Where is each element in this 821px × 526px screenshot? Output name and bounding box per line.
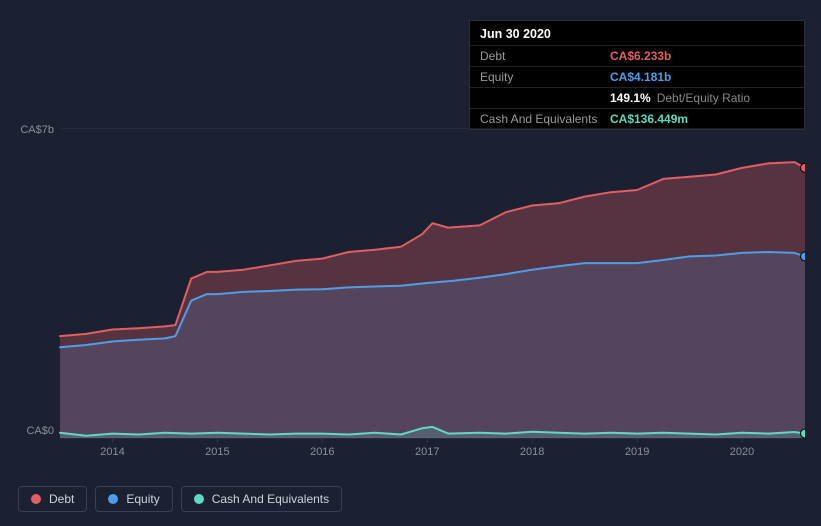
legend-item-equity[interactable]: Equity <box>95 486 172 512</box>
tooltip-extra: Debt/Equity Ratio <box>657 91 750 105</box>
x-tick-label: 2020 <box>730 446 754 458</box>
tooltip-row-cash: Cash And Equivalents CA$136.449m <box>470 108 804 129</box>
tooltip-row-debt: Debt CA$6.233b <box>470 45 804 66</box>
tooltip-row-ratio: 149.1% Debt/Equity Ratio <box>470 87 804 108</box>
x-tick-label: 2015 <box>205 446 229 458</box>
legend-dot-icon <box>194 494 204 504</box>
x-tick-label: 2014 <box>100 446 124 458</box>
tooltip-value: CA$4.181b <box>610 70 671 84</box>
legend-item-debt[interactable]: Debt <box>18 486 87 512</box>
x-tick-label: 2019 <box>625 446 649 458</box>
chart-tooltip: Jun 30 2020 Debt CA$6.233b Equity CA$4.1… <box>469 20 805 130</box>
legend-dot-icon <box>108 494 118 504</box>
chart-legend: Debt Equity Cash And Equivalents <box>18 486 342 512</box>
x-tick-label: 2016 <box>310 446 334 458</box>
chart-plot-svg <box>18 128 805 444</box>
legend-label: Debt <box>49 492 74 506</box>
tooltip-value: 149.1% <box>610 91 651 105</box>
x-axis-labels: 2014 2015 2016 2017 2018 2019 2020 <box>60 446 805 462</box>
tooltip-label: Cash And Equivalents <box>480 112 610 126</box>
legend-label: Equity <box>126 492 159 506</box>
legend-item-cash[interactable]: Cash And Equivalents <box>181 486 342 512</box>
tooltip-label: Debt <box>480 49 610 63</box>
tooltip-label <box>480 91 610 105</box>
tooltip-value: CA$136.449m <box>610 112 688 126</box>
tooltip-row-equity: Equity CA$4.181b <box>470 66 804 87</box>
legend-dot-icon <box>31 494 41 504</box>
tooltip-value: CA$6.233b <box>610 49 671 63</box>
tooltip-date: Jun 30 2020 <box>470 21 804 45</box>
debt-equity-chart[interactable]: CA$7b CA$0 2014201520162017201820192020 <box>18 128 805 438</box>
x-tick-label: 2018 <box>520 446 544 458</box>
legend-label: Cash And Equivalents <box>212 492 329 506</box>
tooltip-label: Equity <box>480 70 610 84</box>
x-tick-label: 2017 <box>415 446 439 458</box>
